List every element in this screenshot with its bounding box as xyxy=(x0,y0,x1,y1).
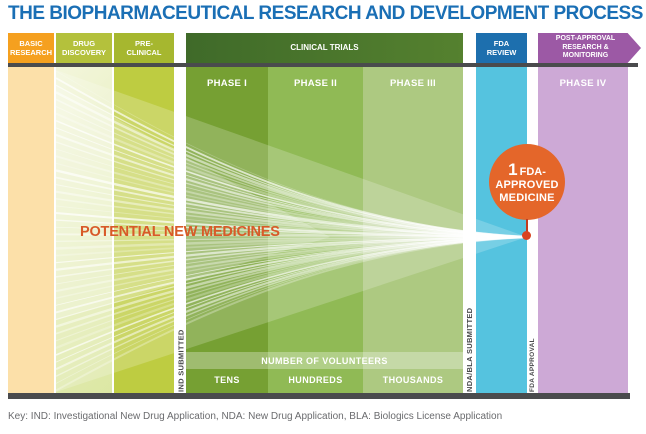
volunteers-tens-label: TENS xyxy=(214,375,240,385)
page-title: THE BIOPHARMACEUTICAL RESEARCH AND DEVEL… xyxy=(8,3,643,24)
stage-header-drug-discovery: DRUG DISCOVERY xyxy=(56,33,112,63)
badge-line-1: 1 FDA- xyxy=(508,160,546,180)
badge-line-2: APPROVED xyxy=(495,179,559,192)
approved-medicine-badge: 1 FDA- APPROVED MEDICINE xyxy=(489,144,565,220)
phase-3-label: PHASE III xyxy=(390,78,436,89)
header-underline-bar xyxy=(8,63,638,67)
abbreviation-key: Key: IND: Investigational New Drug Appli… xyxy=(8,411,503,422)
badge-count: 1 xyxy=(508,159,518,179)
phase-2-label: PHASE II xyxy=(293,78,338,89)
bottom-divider-bar xyxy=(8,393,630,399)
column-basic-research xyxy=(8,67,54,393)
stage-header-fda-review: FDA REVIEW xyxy=(476,33,527,63)
phase-4-label: PHASE IV xyxy=(559,78,607,89)
column-fda-review xyxy=(476,67,527,393)
badge-pointer-stem xyxy=(526,219,528,234)
stage-header-clinical-trials: CLINICAL TRIALS xyxy=(186,33,463,63)
potential-new-medicines-label: POTENTIAL NEW MEDICINES xyxy=(80,224,280,240)
column-phase-4 xyxy=(538,67,628,393)
volunteers-thousands-label: THOUSANDS xyxy=(382,375,444,385)
column-phase-2 xyxy=(268,67,363,393)
stage-header-basic-research: BASIC RESEARCH xyxy=(8,33,54,63)
badge-fda-text: FDA- xyxy=(519,165,546,178)
milestone-fda-approval: FDA APPROVAL xyxy=(529,338,536,392)
volunteers-band-title: NUMBER OF VOLUNTEERS xyxy=(186,352,463,369)
badge-line-3: MEDICINE xyxy=(499,191,555,204)
volunteers-hundreds-label: HUNDREDS xyxy=(288,375,343,385)
milestone-nda-bla-submitted: NDA/BLA SUBMITTED xyxy=(465,307,474,392)
badge-pointer-dot xyxy=(522,231,531,240)
column-phase-3 xyxy=(363,67,463,393)
stage-header-pre-clinical: PRE- CLINICAL xyxy=(114,33,174,63)
stage-header-post-approval-arrow: POST-APPROVAL RESEARCH & MONITORING xyxy=(538,33,641,63)
phase-1-label: PHASE I xyxy=(206,78,248,89)
